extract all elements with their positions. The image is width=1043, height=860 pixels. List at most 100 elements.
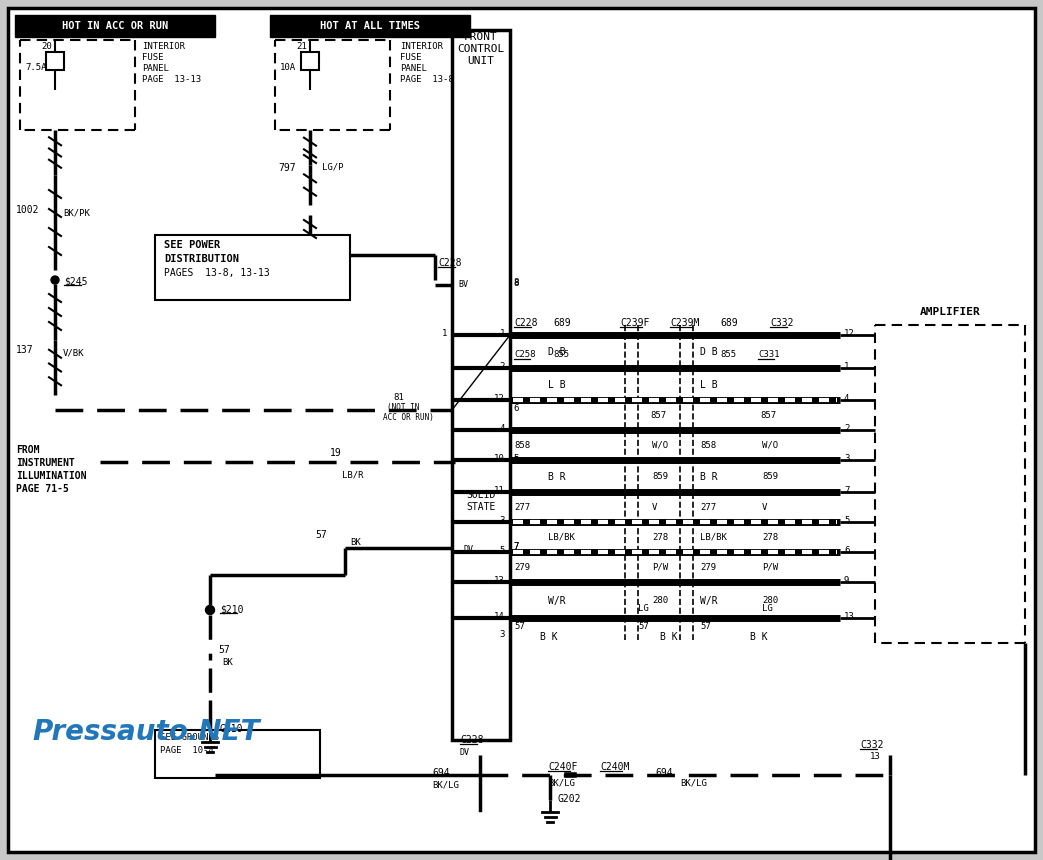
Text: B K: B K — [750, 632, 768, 642]
Text: 1: 1 — [500, 329, 505, 338]
Text: UNIT: UNIT — [467, 56, 494, 66]
Text: W/O: W/O — [762, 441, 778, 450]
Text: V: V — [762, 503, 768, 512]
Text: 277: 277 — [514, 503, 530, 512]
Circle shape — [51, 276, 59, 284]
Text: BV: BV — [458, 280, 468, 289]
Text: 12: 12 — [844, 329, 855, 338]
Text: C239F: C239F — [620, 318, 650, 328]
Text: PAGE  13-13: PAGE 13-13 — [142, 75, 201, 84]
Text: 280: 280 — [652, 596, 669, 605]
Text: 4: 4 — [844, 394, 849, 403]
Text: 8: 8 — [513, 278, 518, 287]
Text: 280: 280 — [762, 596, 778, 605]
Text: C239M: C239M — [670, 318, 700, 328]
Text: 859: 859 — [652, 472, 669, 481]
Text: C258: C258 — [514, 350, 535, 359]
Text: 857: 857 — [650, 411, 666, 420]
Text: HOT AT ALL TIMES: HOT AT ALL TIMES — [320, 21, 420, 31]
Text: B R: B R — [548, 472, 565, 482]
Text: LG/P: LG/P — [322, 163, 343, 172]
Text: PAGES  13-8, 13-13: PAGES 13-8, 13-13 — [164, 268, 270, 278]
Text: 5: 5 — [500, 546, 505, 555]
Text: 278: 278 — [762, 533, 778, 542]
Text: B R: B R — [700, 472, 718, 482]
Text: FUSE: FUSE — [142, 53, 164, 62]
Text: 857: 857 — [760, 411, 776, 420]
Text: HOT IN ACC OR RUN: HOT IN ACC OR RUN — [62, 21, 168, 31]
Text: C228: C228 — [460, 735, 484, 745]
Text: LB/BK: LB/BK — [548, 533, 575, 542]
Text: 1: 1 — [441, 329, 447, 338]
Text: L B: L B — [548, 380, 565, 390]
Text: BK: BK — [222, 658, 233, 667]
Text: LB/R: LB/R — [342, 470, 364, 479]
Text: 1002: 1002 — [16, 205, 40, 215]
Text: CONTROL: CONTROL — [458, 44, 505, 54]
Text: STATE: STATE — [466, 502, 495, 512]
Text: W/O: W/O — [652, 441, 669, 450]
Text: 10A: 10A — [280, 63, 296, 72]
Text: SEE POWER: SEE POWER — [164, 240, 220, 250]
Text: 57: 57 — [218, 645, 229, 655]
Text: D B: D B — [548, 347, 565, 357]
Text: 5: 5 — [513, 456, 518, 465]
Text: 3: 3 — [500, 630, 505, 639]
Text: 859: 859 — [762, 472, 778, 481]
Text: 13: 13 — [494, 576, 505, 585]
Text: SEE GROUNDS: SEE GROUNDS — [160, 733, 219, 742]
Text: PAGE  13-8: PAGE 13-8 — [401, 75, 454, 84]
Text: 858: 858 — [700, 441, 717, 450]
Text: LG: LG — [638, 604, 649, 613]
Text: 278: 278 — [652, 533, 669, 542]
Text: BK/LG: BK/LG — [680, 778, 707, 787]
Text: 9: 9 — [844, 576, 849, 585]
Text: 57: 57 — [700, 622, 710, 631]
Text: C331: C331 — [758, 350, 779, 359]
Text: 19: 19 — [330, 448, 342, 458]
Text: C240F: C240F — [548, 762, 578, 772]
Text: 797: 797 — [278, 163, 295, 173]
Text: C332: C332 — [860, 740, 883, 750]
Text: Pressauto.NET: Pressauto.NET — [32, 718, 260, 746]
Bar — [155, 235, 350, 300]
Text: ILLUMINATION: ILLUMINATION — [16, 471, 87, 481]
Text: 858: 858 — [514, 441, 530, 450]
Text: 3: 3 — [500, 516, 505, 525]
Text: (NOT IN: (NOT IN — [387, 403, 419, 412]
Text: 7: 7 — [513, 542, 518, 551]
Text: 855: 855 — [553, 350, 569, 359]
Text: W/R: W/R — [700, 596, 718, 606]
Text: DV: DV — [460, 748, 470, 757]
Text: 14: 14 — [494, 612, 505, 621]
Text: PAGE  10-4: PAGE 10-4 — [160, 746, 214, 755]
Text: 57: 57 — [315, 530, 326, 540]
Text: P/W: P/W — [762, 563, 778, 572]
Text: C228: C228 — [514, 318, 537, 328]
Text: G202: G202 — [558, 794, 582, 804]
Bar — [155, 730, 320, 778]
Bar — [46, 52, 64, 70]
Text: FRONT: FRONT — [464, 32, 498, 42]
Bar — [301, 52, 319, 70]
Text: PAGE 71-5: PAGE 71-5 — [16, 484, 69, 494]
Text: 81: 81 — [393, 393, 404, 402]
Text: B K: B K — [660, 632, 678, 642]
Text: W/R: W/R — [548, 596, 565, 606]
Bar — [270, 15, 470, 37]
Text: PANEL: PANEL — [142, 64, 169, 73]
Text: FROM: FROM — [16, 445, 40, 455]
Text: 689: 689 — [553, 318, 571, 328]
Text: P/W: P/W — [652, 563, 669, 572]
Text: 57: 57 — [514, 622, 525, 631]
Text: 2: 2 — [500, 362, 505, 371]
Text: ACC OR RUN): ACC OR RUN) — [383, 413, 434, 422]
Text: 137: 137 — [16, 345, 33, 355]
Text: 7: 7 — [513, 542, 518, 551]
Text: BK: BK — [350, 538, 361, 547]
Text: INTERIOR: INTERIOR — [142, 42, 185, 51]
Bar — [452, 30, 510, 740]
Text: 694: 694 — [655, 768, 673, 778]
Text: INSTRUMENT: INSTRUMENT — [16, 458, 75, 468]
Text: D B: D B — [700, 347, 718, 357]
